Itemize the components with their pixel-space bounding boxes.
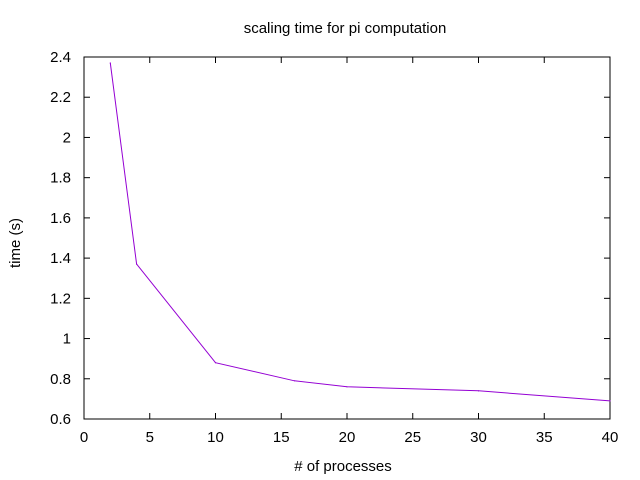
- x-axis: 0 5 10 15 20 25 30 35 40: [80, 57, 619, 446]
- y-tick-label: 1: [63, 331, 71, 348]
- y-tick-label: 2.4: [50, 49, 71, 66]
- y-tick-label: 1.8: [50, 170, 71, 187]
- data-point: [609, 400, 611, 402]
- data-point: [346, 386, 348, 388]
- x-tick-label: 20: [339, 429, 356, 446]
- y-tick-label: 1.6: [50, 210, 71, 227]
- y-tick-label: 0.8: [50, 371, 71, 388]
- y-axis-label: time (s): [7, 218, 24, 268]
- y-tick-label: 1.2: [50, 290, 71, 307]
- y-tick-label: 2: [63, 129, 71, 146]
- y-tick-label: 1.4: [50, 250, 71, 267]
- chart-title: scaling time for pi computation: [244, 20, 447, 37]
- x-tick-label: 15: [273, 429, 290, 446]
- x-tick-label: 35: [536, 429, 553, 446]
- data-point: [293, 380, 295, 382]
- data-point: [109, 62, 111, 64]
- data-point: [136, 263, 138, 265]
- plot-frame: [83, 56, 611, 420]
- x-axis-label: # of processes: [294, 458, 392, 475]
- x-tick-label: 30: [470, 429, 487, 446]
- series-line-0: [109, 62, 611, 402]
- x-tick-label: 40: [602, 429, 619, 446]
- y-tick-label: 0.6: [50, 411, 71, 428]
- series-layer: [109, 62, 611, 402]
- y-axis: 0.6 0.8 1 1.2 1.4 1.6 1.8 2 2.2 2.4: [50, 49, 610, 428]
- data-point: [477, 390, 480, 392]
- x-tick-label: 5: [146, 429, 154, 446]
- x-tick-label: 25: [404, 429, 421, 446]
- x-tick-label: 10: [207, 429, 224, 446]
- data-point: [214, 362, 217, 364]
- y-tick-label: 2.2: [50, 89, 71, 106]
- x-tick-label: 0: [80, 429, 88, 446]
